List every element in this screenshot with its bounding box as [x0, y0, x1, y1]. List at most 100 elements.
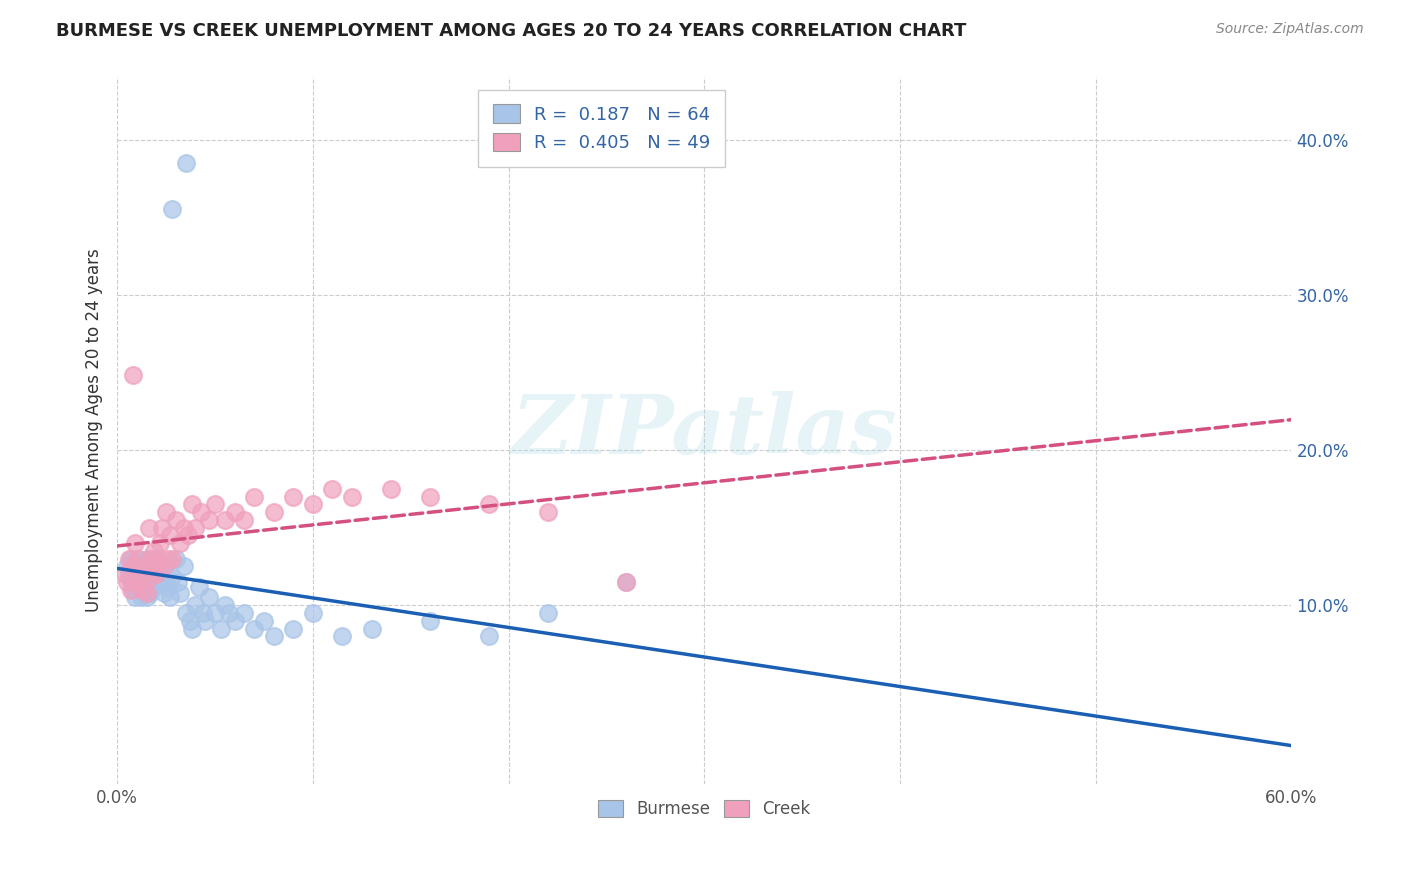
Point — [233, 513, 256, 527]
Point — [302, 606, 325, 620]
Point — [129, 567, 152, 582]
Point — [180, 497, 202, 511]
Point — [128, 567, 150, 582]
Point — [169, 536, 191, 550]
Point — [150, 520, 173, 534]
Point — [214, 598, 236, 612]
Point — [160, 202, 183, 217]
Point — [218, 606, 240, 620]
Point — [149, 536, 172, 550]
Point — [129, 591, 152, 605]
Point — [173, 520, 195, 534]
Point — [124, 567, 146, 582]
Y-axis label: Unemployment Among Ages 20 to 24 years: Unemployment Among Ages 20 to 24 years — [86, 249, 103, 613]
Point — [131, 582, 153, 597]
Point — [153, 586, 176, 600]
Point — [139, 570, 162, 584]
Point — [114, 567, 136, 582]
Point — [184, 598, 207, 612]
Point — [224, 505, 246, 519]
Point — [180, 622, 202, 636]
Point — [138, 520, 160, 534]
Point — [302, 497, 325, 511]
Point — [614, 574, 637, 589]
Point — [194, 614, 217, 628]
Point — [478, 497, 501, 511]
Point — [169, 586, 191, 600]
Point — [198, 591, 221, 605]
Point — [174, 156, 197, 170]
Point — [380, 482, 402, 496]
Point — [537, 606, 560, 620]
Point — [138, 574, 160, 589]
Point — [138, 564, 160, 578]
Point — [419, 614, 441, 628]
Point — [121, 582, 143, 597]
Point — [165, 551, 187, 566]
Point — [167, 574, 190, 589]
Point — [124, 536, 146, 550]
Point — [141, 570, 163, 584]
Point — [134, 570, 156, 584]
Point — [145, 567, 167, 582]
Point — [160, 551, 183, 566]
Point — [134, 580, 156, 594]
Point — [115, 574, 138, 589]
Point — [128, 551, 150, 566]
Text: BURMESE VS CREEK UNEMPLOYMENT AMONG AGES 20 TO 24 YEARS CORRELATION CHART: BURMESE VS CREEK UNEMPLOYMENT AMONG AGES… — [56, 22, 966, 40]
Point — [128, 582, 150, 597]
Point — [118, 551, 141, 566]
Point — [190, 505, 212, 519]
Point — [125, 551, 148, 566]
Point — [139, 586, 162, 600]
Point — [155, 567, 177, 582]
Text: Source: ZipAtlas.com: Source: ZipAtlas.com — [1216, 22, 1364, 37]
Point — [121, 368, 143, 383]
Point — [243, 622, 266, 636]
Point — [135, 551, 157, 566]
Point — [179, 614, 201, 628]
Point — [193, 606, 215, 620]
Point — [131, 586, 153, 600]
Point — [121, 559, 143, 574]
Point — [131, 559, 153, 574]
Point — [120, 582, 142, 597]
Point — [125, 574, 148, 589]
Point — [243, 490, 266, 504]
Point — [224, 614, 246, 628]
Point — [159, 528, 181, 542]
Point — [125, 574, 148, 589]
Point — [143, 580, 166, 594]
Point — [340, 490, 363, 504]
Point — [174, 606, 197, 620]
Point — [184, 520, 207, 534]
Point — [155, 505, 177, 519]
Point — [209, 622, 232, 636]
Point — [173, 559, 195, 574]
Point — [165, 513, 187, 527]
Point — [141, 551, 163, 566]
Point — [118, 567, 141, 582]
Point — [160, 570, 183, 584]
Point — [135, 586, 157, 600]
Text: ZIPatlas: ZIPatlas — [512, 391, 897, 471]
Point — [330, 629, 353, 643]
Point — [321, 482, 343, 496]
Point — [360, 622, 382, 636]
Point — [143, 544, 166, 558]
Point — [478, 629, 501, 643]
Point — [150, 574, 173, 589]
Point — [157, 580, 180, 594]
Point — [135, 591, 157, 605]
Point — [253, 614, 276, 628]
Point — [198, 513, 221, 527]
Point — [129, 574, 152, 589]
Point — [614, 574, 637, 589]
Point — [233, 606, 256, 620]
Point — [145, 567, 167, 582]
Point — [188, 580, 211, 594]
Point — [120, 551, 142, 566]
Point — [149, 559, 172, 574]
Point — [148, 551, 170, 566]
Point — [204, 497, 226, 511]
